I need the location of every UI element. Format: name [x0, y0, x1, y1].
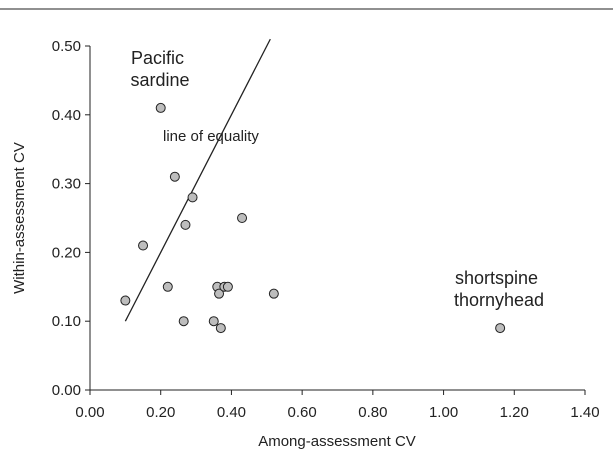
data-point [178, 316, 189, 327]
x-tick-label: 0.60 [288, 404, 317, 421]
y-tick-label: 0.00 [52, 382, 81, 399]
x-tick-label: 1.40 [570, 404, 599, 421]
data-point [208, 316, 219, 327]
y-tick-label: 0.20 [52, 244, 81, 261]
shortspine-thornyhead-line-1: shortspine [455, 268, 538, 288]
shortspine-thornyhead-line-2: thornyhead [454, 290, 544, 310]
data-point [169, 171, 180, 182]
data-point [495, 323, 506, 334]
pacific-sardine-label: Pacific sardine [130, 48, 189, 90]
shortspine-thornyhead-label: shortspine thornyhead [454, 268, 544, 310]
x-axis-title: Among-assessment CV [258, 433, 416, 450]
x-tick-label: 1.20 [500, 404, 529, 421]
data-point [215, 323, 226, 334]
data-point [268, 288, 279, 299]
line-of-equality [124, 38, 271, 322]
data-point [222, 281, 233, 292]
data-point [214, 288, 225, 299]
y-tick-label: 0.30 [52, 176, 81, 193]
y-ticks: 0.00 0.10 0.20 0.30 0.40 0.50 [52, 38, 90, 399]
x-tick-label: 0.40 [217, 404, 246, 421]
y-tick-label: 0.40 [52, 107, 81, 124]
data-point [162, 281, 173, 292]
x-tick-label: 0.00 [75, 404, 104, 421]
data-point [187, 192, 198, 203]
y-tick-label: 0.50 [52, 38, 81, 55]
data-point [138, 240, 149, 251]
pacific-sardine-line-2: sardine [130, 70, 189, 90]
data-point [237, 213, 248, 223]
data-point [180, 219, 191, 230]
x-tick-label: 0.80 [358, 404, 387, 421]
data-point [120, 295, 131, 306]
y-axis-title: Within-assessment CV [11, 142, 28, 294]
pacific-sardine-line-1: Pacific [131, 48, 184, 68]
data-points [120, 102, 506, 334]
line-of-equality-label: line of equality [163, 128, 259, 145]
x-tick-label: 0.20 [146, 404, 175, 421]
data-point [155, 102, 166, 113]
x-tick-label: 1.00 [429, 404, 458, 421]
x-ticks: 0.00 0.20 0.40 0.60 0.80 1.00 1.20 1.40 [75, 390, 600, 421]
y-tick-label: 0.10 [52, 313, 81, 330]
